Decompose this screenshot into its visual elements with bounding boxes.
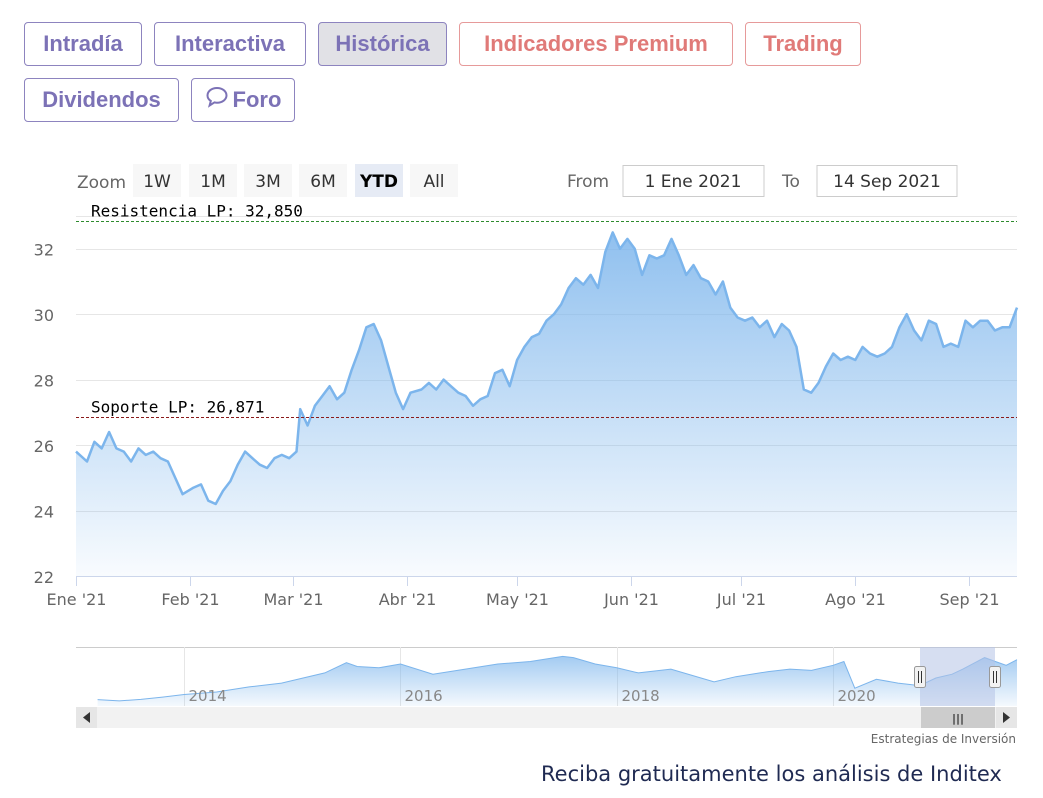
tab-foro-label: Foro xyxy=(232,87,282,112)
from-label: From xyxy=(567,172,609,192)
x-tick-label: Feb '21 xyxy=(161,590,219,609)
svg-text:1W: 1W xyxy=(143,172,171,192)
navigator: 2014 2016 2018 2020 xyxy=(76,647,1018,706)
to-label: To xyxy=(781,172,800,192)
tab-intradia[interactable]: Intradía xyxy=(24,22,142,66)
to-date-input[interactable]: 14 Sep 2021 xyxy=(816,165,958,197)
price-chart: Zoom 1W 1M 3M 6M YTD All From 1 Ene 202 xyxy=(34,164,1019,746)
y-tick-label: 32 xyxy=(34,241,54,260)
navigator-year-label: 2020 xyxy=(838,687,876,705)
y-axis: 22 24 26 28 30 32 xyxy=(34,241,54,587)
x-tick-label: Abr '21 xyxy=(379,590,437,609)
tab-dividendos[interactable]: Dividendos xyxy=(24,78,179,122)
svg-text:3M: 3M xyxy=(255,172,280,192)
svg-text:1M: 1M xyxy=(200,172,225,192)
chat-bubble-icon xyxy=(205,86,229,114)
x-tick-label: Mar '21 xyxy=(263,590,323,609)
y-tick-label: 24 xyxy=(34,503,54,522)
chevron-right-icon xyxy=(1003,712,1010,723)
zoom-button-1m[interactable]: 1M xyxy=(189,164,237,197)
y-tick-label: 26 xyxy=(34,437,54,456)
scroll-thumb[interactable]: ||| xyxy=(921,707,995,728)
range-selector: Zoom 1W 1M 3M 6M YTD All From 1 Ene 202 xyxy=(77,164,958,197)
scroll-right-button[interactable] xyxy=(996,707,1017,728)
zoom-button-all[interactable]: All xyxy=(410,164,458,197)
plot-lines: Resistencia LP: 32,850 Soporte LP: 26,871 xyxy=(76,202,1017,418)
price-line xyxy=(75,231,1019,506)
tab-trading[interactable]: Trading xyxy=(745,22,861,66)
from-date-input[interactable]: 1 Ene 2021 xyxy=(622,165,765,197)
x-tick-label: Jun '21 xyxy=(603,590,659,609)
navigator-right-handle[interactable] xyxy=(989,666,1001,688)
navigator-area xyxy=(97,656,1018,706)
navigator-left-handle[interactable] xyxy=(914,666,926,688)
y-tick-label: 22 xyxy=(34,568,54,587)
svg-text:1 Ene 2021: 1 Ene 2021 xyxy=(645,172,742,192)
x-tick-label: Ene '21 xyxy=(47,590,107,609)
y-tick-label: 28 xyxy=(34,372,54,391)
svg-text:6M: 6M xyxy=(310,172,335,192)
zoom-label: Zoom xyxy=(77,173,126,193)
x-tick-label: Ago '21 xyxy=(825,590,886,609)
svg-text:|||: ||| xyxy=(952,712,964,725)
price-area xyxy=(76,232,1017,576)
scroll-left-button[interactable] xyxy=(76,707,97,728)
chevron-left-icon xyxy=(83,712,90,723)
svg-text:14 Sep 2021: 14 Sep 2021 xyxy=(833,172,941,192)
svg-text:YTD: YTD xyxy=(359,172,398,192)
zoom-button-ytd[interactable]: YTD xyxy=(355,164,403,197)
zoom-button-6m[interactable]: 6M xyxy=(299,164,347,197)
x-tick-label: Sep '21 xyxy=(940,590,1000,609)
x-tick-label: May '21 xyxy=(486,590,549,609)
scrollbar[interactable]: ||| xyxy=(76,707,1017,728)
footer-text: Reciba gratuitamente los análisis de Ind… xyxy=(541,762,1002,786)
support-label: Soporte LP: 26,871 xyxy=(91,398,264,417)
navigator-labels: 2014 2016 2018 2020 xyxy=(189,687,876,705)
navigator-year-label: 2018 xyxy=(622,687,660,705)
y-tick-label: 30 xyxy=(34,306,54,325)
navigator-selection-mask[interactable] xyxy=(920,647,995,706)
x-tick-label: Jul '21 xyxy=(716,590,766,609)
tab-historica[interactable]: Histórica xyxy=(318,22,447,66)
zoom-button-3m[interactable]: 3M xyxy=(244,164,292,197)
credits: Estrategias de Inversión xyxy=(871,732,1016,746)
tab-interactiva[interactable]: Interactiva xyxy=(154,22,306,66)
tab-indicadores-premium[interactable]: Indicadores Premium xyxy=(459,22,733,66)
navigator-year-label: 2014 xyxy=(189,687,227,705)
zoom-button-1w[interactable]: 1W xyxy=(133,164,181,197)
tab-foro[interactable]: Foro xyxy=(191,78,295,122)
resistance-label: Resistencia LP: 32,850 xyxy=(91,202,303,221)
x-axis: Ene '21 Feb '21 Mar '21 Abr '21 May '21 Jun '… xyxy=(47,576,1000,609)
navigator-year-label: 2016 xyxy=(405,687,443,705)
svg-text:All: All xyxy=(423,172,444,192)
